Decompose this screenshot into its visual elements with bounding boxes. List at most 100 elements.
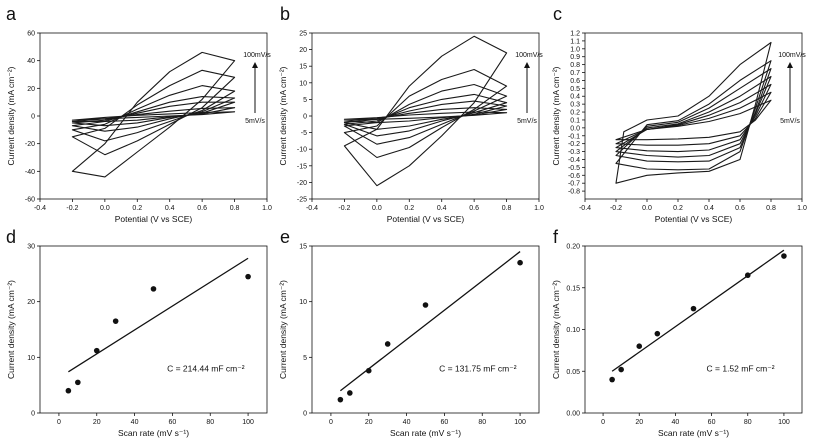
y-tick-label: 0.00 — [566, 411, 580, 418]
cv-loop-20mV/s — [615, 83, 772, 153]
x-axis-label: Potential (V vs SCE) — [387, 214, 465, 224]
x-tick-label: 100 — [514, 419, 526, 426]
cv-loop-80mV/s — [615, 60, 772, 171]
x-tick-label: 60 — [708, 419, 716, 426]
x-axis: 0 20 40 60 80 100 — [601, 413, 790, 426]
data-point — [609, 376, 615, 383]
data-point — [112, 318, 119, 324]
data-point — [384, 341, 391, 347]
y-tick-label: -0.6 — [568, 173, 580, 180]
y-tick-label: 0 — [303, 114, 307, 121]
panel-letter-a: a — [6, 4, 17, 24]
cv-loop-5mV/s — [615, 99, 772, 141]
panel-f: f 0 20 40 60 80 100 0.00 0.05 0.10 0.15 0.20 Scan ra… — [551, 227, 803, 438]
scan-rate-arrow: 100mV/s 5mV/s — [515, 52, 543, 125]
panel-d: d 0 20 40 60 80 100 0 10 20 30 Scan rate (mV s⁻¹) Cu… — [6, 227, 268, 438]
y-axis: 0 5 10 15 — [299, 244, 312, 418]
data-point — [65, 387, 72, 394]
y-tick-label: -40 — [25, 169, 35, 176]
panel-letter-d: d — [6, 227, 16, 247]
x-tick-label: 0.0 — [100, 205, 110, 212]
data-point — [422, 302, 429, 308]
x-tick-label: 40 — [403, 419, 411, 426]
y-tick-label: 1.2 — [570, 31, 580, 38]
y-tick-label: 0.20 — [566, 244, 580, 251]
y-tick-label: -0.3 — [568, 149, 580, 156]
data-point — [636, 343, 643, 350]
y-tick-label: -0.7 — [568, 181, 580, 188]
x-tick-label: -0.4 — [306, 205, 318, 212]
y-tick-label: 0.5 — [570, 86, 580, 93]
y-tick-label: 0.9 — [570, 54, 580, 61]
cv-loop-30mV/s — [615, 75, 772, 158]
y-axis-label: Current density (mA cm⁻²) — [551, 66, 561, 165]
series-group — [615, 41, 772, 184]
y-tick-label: 0 — [31, 114, 35, 121]
y-tick-label: -25 — [297, 197, 307, 204]
x-axis: -0.4 -0.2 0.0 0.2 0.4 0.6 0.8 1.0 — [34, 199, 272, 212]
x-tick-label: 0.2 — [404, 205, 414, 212]
cv-loop-50mV/s — [615, 68, 772, 163]
y-tick-label: -10 — [297, 147, 307, 154]
y-tick-label: 0.0 — [570, 125, 580, 132]
y-tick-label: 40 — [27, 58, 35, 65]
data-point — [517, 259, 523, 266]
x-tick-label: 0 — [329, 419, 333, 426]
x-tick-label: 0.0 — [642, 205, 652, 212]
cv-loop-5mV/s — [343, 111, 508, 120]
cv-loop-50mV/s — [71, 85, 236, 142]
data-point — [690, 305, 697, 312]
cv-loop-50mV/s — [343, 83, 508, 145]
y-axis: -60 -40 -20 0 20 40 60 — [25, 31, 40, 204]
fit-line — [339, 251, 521, 392]
x-tick-label: 0.6 — [735, 205, 745, 212]
y-tick-label: 0.1 — [570, 117, 580, 124]
annotation-top: 100mV/s — [243, 52, 271, 59]
x-tick-label: 60 — [441, 419, 449, 426]
arrow-head — [252, 62, 258, 68]
y-tick-label: 10 — [299, 80, 307, 87]
cv-loop-80mV/s — [343, 68, 508, 159]
y-tick-label: 0.7 — [570, 70, 580, 77]
cv-loop-10mV/s — [343, 107, 508, 124]
y-tick-label: 0.10 — [566, 327, 580, 334]
y-tick-label: 0.15 — [566, 285, 580, 292]
x-axis-label: Scan rate (mV s⁻¹) — [390, 428, 461, 438]
panel-c: c-0.4 -0.2 0.0 0.2 0.4 0.6 0.8 1.0-0.8-0.7-0.6-… — [551, 4, 807, 224]
y-axis-label: Current density (mA cm⁻²) — [551, 280, 561, 379]
x-tick-label: -0.4 — [34, 205, 46, 212]
x-tick-label: 0.8 — [230, 205, 240, 212]
annotation-bottom: 5mV/s — [517, 118, 537, 125]
plot-frame — [584, 245, 803, 414]
data-point — [347, 390, 353, 396]
data-point — [337, 396, 344, 403]
y-axis: -0.8-0.7-0.6-0.5-0.4-0.3-0.2-0.10.00.10.… — [568, 31, 585, 196]
x-tick-label: 0.2 — [132, 205, 142, 212]
y-tick-label: 20 — [27, 299, 35, 306]
y-tick-label: -5 — [301, 130, 307, 137]
cv-loop-30mV/s — [343, 93, 508, 137]
x-tick-label: 0.8 — [502, 205, 512, 212]
x-tick-label: 1.0 — [534, 205, 544, 212]
y-tick-label: 0.6 — [570, 78, 580, 85]
y-tick-label: 25 — [299, 31, 307, 38]
plot-frame — [311, 245, 540, 414]
y-tick-label: -0.8 — [568, 189, 580, 196]
plot-frame — [584, 32, 803, 200]
cv-loop-80mV/s — [71, 69, 236, 156]
y-axis-label: Current density (mA cm⁻²) — [6, 66, 16, 165]
capacitance-annotation: C = 131.75 mF cm⁻² — [439, 363, 517, 373]
data-point — [150, 286, 157, 292]
x-axis: 0 20 40 60 80 100 — [57, 413, 254, 426]
panel-e: e 0 20 40 60 80 100 0 5 10 15 Scan rate (mV s⁻¹) Cur… — [278, 227, 540, 438]
data-point — [75, 379, 81, 386]
x-tick-label: 80 — [478, 419, 486, 426]
cv-loop-20mV/s — [343, 100, 508, 130]
x-tick-label: 0 — [57, 419, 61, 426]
panel-letter-e: e — [280, 227, 290, 247]
data-point — [245, 273, 251, 280]
x-tick-label: 0.6 — [197, 205, 207, 212]
x-tick-label: 100 — [778, 419, 790, 426]
annotation-top: 100mV/s — [778, 52, 806, 59]
